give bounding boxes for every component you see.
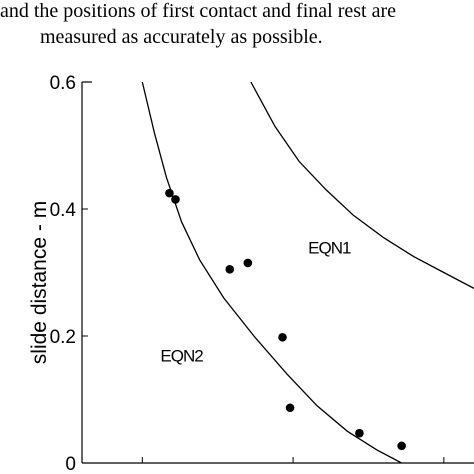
y-axis-label: slide distance - m	[28, 201, 51, 364]
data-point	[165, 188, 174, 198]
curve-label-eqn2: EQN2	[160, 346, 203, 365]
chart-labels: EQN1 EQN2	[160, 238, 352, 365]
data-point	[243, 258, 253, 268]
y-tick-label: 0.4	[50, 200, 77, 221]
body-text-line-2: measured as accurately as possible.	[40, 26, 323, 48]
y-tick-label: 0.6	[50, 73, 76, 94]
curve-eqn1	[250, 82, 474, 289]
chart-curves	[141, 82, 474, 463]
data-point	[355, 428, 364, 438]
y-tick-label: 0	[65, 454, 76, 474]
y-tick-label: 0.2	[50, 327, 76, 348]
data-point	[278, 332, 287, 342]
data-point	[171, 195, 180, 204]
chart-points	[165, 188, 406, 451]
data-point	[397, 441, 406, 451]
curve-label-eqn1: EQN1	[308, 238, 351, 257]
data-point	[285, 403, 295, 413]
body-text-line-1: and the positions of first contact and f…	[0, 0, 396, 22]
data-point	[225, 265, 235, 274]
curve-eqn2	[141, 82, 402, 463]
chart-axes: 0 0.2 0.4 0.6 slide distance - m	[28, 73, 474, 474]
